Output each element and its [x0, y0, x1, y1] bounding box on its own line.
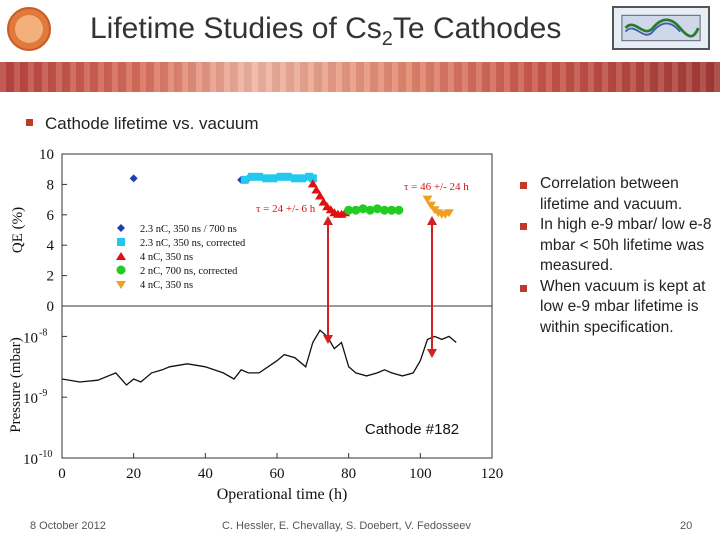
bullet-square-icon [520, 284, 527, 292]
arrow-head-up-icon [427, 216, 437, 225]
pressure-y-tick-exponent: -10 [39, 449, 52, 460]
pressure-line [61, 329, 457, 386]
tau-annotation-1: τ = 24 +/- 6 h [256, 203, 316, 215]
qe-point [247, 172, 256, 181]
right-bullet-item: In high e-9 mbar/ low e-8 mbar < 50h lif… [520, 215, 716, 277]
x-tick-label: 40 [198, 466, 213, 482]
qe-y-tick-label: 4 [47, 238, 55, 254]
pressure-y-tick-label: 10 [23, 452, 38, 468]
qe-point [240, 175, 249, 184]
legend-label: 4 nC, 350 ns [140, 280, 193, 291]
qe-point [283, 172, 292, 181]
qe-point [307, 179, 318, 188]
legend-marker-triangle [116, 252, 126, 260]
pressure-y-tick-label: 10 [23, 391, 38, 407]
legend-marker-circle [116, 265, 126, 275]
qe-point [444, 209, 454, 218]
qe-y-tick-label: 10 [39, 147, 54, 163]
x-tick-label: 60 [270, 466, 285, 482]
qe-point [318, 197, 329, 206]
arrow-head-up-icon [323, 216, 333, 225]
x-tick-label: 20 [126, 466, 141, 482]
legend-label: 2.3 nC, 350 ns / 700 ns [140, 224, 237, 235]
right-bullet-item: When vacuum is kept at low e-9 mbar life… [520, 277, 716, 339]
qe-point [394, 205, 404, 215]
clic-logo [7, 7, 51, 51]
qe-point [387, 205, 397, 215]
qe-point [308, 174, 317, 183]
qe-point [422, 195, 433, 204]
pressure-y-axis-label: Pressure (mbar) [8, 337, 24, 432]
legend-marker-diamond [117, 224, 125, 232]
cathode-label: Cathode #182 [365, 421, 459, 438]
qe-y-tick-label: 2 [47, 269, 55, 285]
x-axis-label: Operational time (h) [217, 486, 348, 503]
pressure-y-tick-exponent: -8 [39, 327, 47, 338]
qe-point [344, 205, 354, 215]
qe-y-tick-label: 6 [47, 208, 55, 224]
legend-label: 2.3 nC, 350 ns, corrected [140, 238, 246, 249]
main-bullet: Cathode lifetime vs. vacuum [26, 114, 259, 134]
chart-legend: 2.3 nC, 350 ns / 700 ns 2.3 nC, 350 ns, … [116, 224, 246, 291]
qe-y-tick-label: 8 [47, 177, 55, 193]
qe-point [426, 201, 437, 210]
qe-point [269, 174, 278, 183]
qe-point [365, 205, 375, 215]
bullet-square-icon [26, 119, 33, 127]
x-tick-label: 120 [481, 466, 504, 482]
footer-page-number: 20 [680, 520, 693, 532]
qe-point [290, 174, 299, 183]
legend-label: 2 nC, 700 ns, corrected [140, 266, 238, 277]
page-title: Lifetime Studies of Cs2Te Cathodes [90, 12, 562, 50]
footer-authors: C. Hessler, E. Chevallay, S. Doebert, V.… [222, 520, 471, 532]
x-tick-label: 100 [409, 466, 432, 482]
qe-point [298, 174, 307, 183]
qe-y-tick-label: 0 [47, 299, 55, 315]
legend-label: 4 nC, 350 ns [140, 252, 193, 263]
footer-date: 8 October 2012 [30, 520, 106, 532]
qe-point [358, 204, 368, 214]
arrow-head-down-icon [323, 335, 333, 344]
x-tick-label: 80 [341, 466, 356, 482]
qe-point [315, 191, 325, 200]
right-bullet-list: Correlation between lifetime and vacuum.… [520, 174, 716, 338]
pressure-y-tick-label: 10 [23, 330, 38, 346]
qe-point [372, 204, 382, 214]
legend-marker-square [117, 238, 125, 246]
tau-annotation-2: τ = 46 +/- 24 h [404, 181, 469, 193]
qe-y-axis-label: QE (%) [10, 207, 26, 253]
pressure-y-tick-exponent: -9 [39, 388, 47, 399]
right-bullet-item: Correlation between lifetime and vacuum. [520, 174, 716, 215]
qe-point [351, 205, 361, 215]
arrow-head-down-icon [427, 349, 437, 358]
qe-point [311, 185, 322, 194]
header: Lifetime Studies of Cs2Te Cathodes [0, 0, 720, 62]
qe-point [262, 174, 271, 183]
qe-point [276, 172, 285, 181]
photoinjector-logo [612, 6, 710, 50]
x-tick-label: 0 [58, 466, 66, 482]
decorative-band [0, 62, 720, 92]
qe-point [380, 205, 389, 215]
bullet-square-icon [520, 182, 527, 189]
legend-marker-triangle-down [116, 281, 126, 289]
qe-point [255, 172, 264, 181]
bullet-square-icon [520, 223, 527, 230]
qe-point [129, 174, 138, 183]
